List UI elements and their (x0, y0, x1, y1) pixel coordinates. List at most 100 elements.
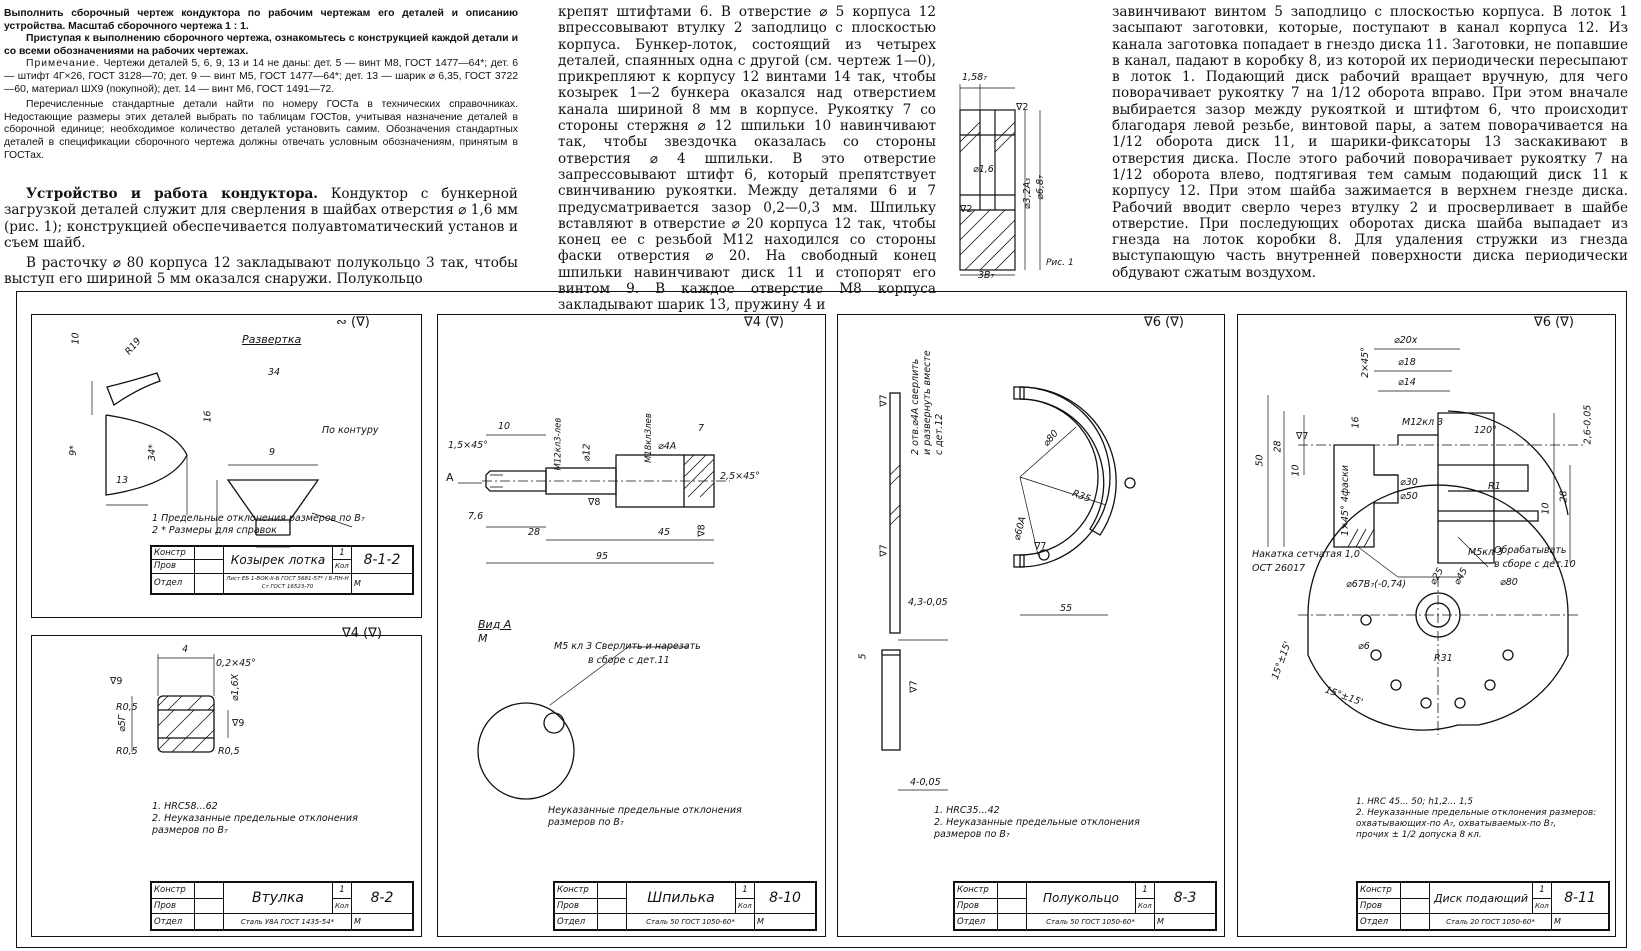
dim-r1: R1 (1488, 481, 1501, 492)
title-block-8-11: Констр Диск подающий 1 8-11 Пров Кол Отдел Ст… (1356, 881, 1610, 931)
dim-95: 95 (596, 551, 609, 562)
column-1-main: Устройство и работа кондуктора. Кондукто… (4, 186, 518, 287)
dim-d18: ⌀18 (1398, 357, 1416, 368)
tb-konstr: Констр (151, 882, 195, 899)
tb-name: Втулка (223, 881, 333, 915)
figure-1: 1,58₇ ⌀1,6 ⌀3,2A₃ ⌀6,8₇ 3B₇ ∇2 ∇2 Рис. 1 (940, 70, 1080, 285)
obrab-1: Обрабатывать (1494, 545, 1567, 556)
tb-material: Сталь 50 ГОСТ 1050-60* (1026, 913, 1155, 930)
rough-7d: ∇7 (1034, 541, 1047, 552)
tb-kol: Кол (1135, 897, 1155, 915)
dim-9: 9* (67, 445, 79, 456)
intro-text: Выполнить сборочный чертеж кондуктора по… (4, 8, 518, 32)
tb-code: 8-1-2 (351, 546, 413, 574)
column-1-small: Выполнить сборочный чертеж кондуктора по… (4, 8, 518, 162)
dim-r31: R31 (1434, 653, 1453, 664)
view-arrow-a: A (446, 471, 454, 484)
tb-material: Сталь У8А ГОСТ 1435-54* (223, 913, 352, 930)
dim-d12: ⌀12 (581, 443, 593, 462)
dim-9-bottom: 9 (269, 447, 276, 458)
fig1-dim-bottom: 3B₇ (978, 270, 995, 281)
sheet-8-10: ∇4 (∇) 10 1,5×45° М12кл3-лев ⌀12 М18кл3л… (437, 314, 826, 937)
dim-d50: ⌀50 (1400, 491, 1418, 502)
dim-55: 55 (1060, 603, 1073, 614)
dim-d5: ⌀5Г (117, 714, 129, 733)
note-1: 1 Предельные отклонения размеров по B₇ (152, 513, 365, 524)
tb-kol: Кол (332, 559, 352, 574)
title-block-8-10: Констр Шпилька 1 8-10 Пров Кол Отдел Сталь 50… (553, 881, 817, 931)
dim-d80: ⌀80 (1500, 577, 1518, 588)
tb-prov: Пров (554, 897, 598, 915)
dim-holes-3: с дет.12 (934, 413, 945, 455)
dim-r05-1: R0,5 (116, 702, 138, 713)
fig1-dim-hole: ⌀1,6 (973, 164, 994, 175)
dim-45: 45 (658, 527, 671, 538)
dim-chamfer: 0,2×45° (216, 658, 256, 669)
dim-m18: М18кл3лев (643, 413, 654, 463)
tb-name: Диск подающий (1429, 881, 1533, 915)
tb-m: М (754, 913, 816, 930)
tb-material: Лист ЕБ 1-ВОК-II-Б ГОСТ 5681-57* / Б-ПН-… (223, 572, 352, 594)
title-block-8-1-2: Констр Козырек лотка 1 8-1-2 Пров Кол Отдел Л… (150, 545, 414, 595)
dim-7-6: 7,6 (468, 511, 484, 522)
note-1: 1. HRC35...42 (934, 805, 1000, 816)
rough-7a: ∇7 (878, 394, 890, 407)
rough-8a: ∇8 (696, 524, 708, 537)
dim-4-3: 4,3-0,05 (908, 597, 948, 608)
dim-28b: 28 (1558, 490, 1570, 503)
dim-m12: М12кл 3 (1402, 417, 1444, 428)
po-konturu: По контуру (322, 425, 379, 436)
dim-d67: ⌀67B₇(-0,74) (1346, 579, 1407, 590)
rough-8b: ∇8 (588, 497, 601, 508)
tb-material: Сталь 20 ГОСТ 1050-60* (1429, 913, 1552, 930)
fig1-dim-d32: ⌀3,2A₃ (1022, 177, 1034, 210)
dim-7: 7 (698, 423, 705, 434)
vid-a-m: М (478, 632, 488, 645)
dim-120: 120° (1474, 425, 1497, 436)
dim-d4a: ⌀4A (658, 441, 677, 452)
sheet-8-3: ∇6 (∇) 2 отв.⌀4A сверлить и развернуть в… (837, 314, 1225, 937)
sheet-8-2-rough: ∇4 (∇) (342, 626, 382, 641)
tb-otdel: Отдел (1357, 913, 1401, 930)
column-2: крепят штифтами 6. В отверстие ⌀ 5 корпу… (558, 4, 936, 314)
tb-name: Полукольцо (1026, 881, 1136, 915)
sheet-8-2: ∇4 (∇) 4 0,2×45° ∇9 ⌀5Г ⌀1,6X R0,5 R0,5 … (31, 626, 422, 937)
rough-7: ∇7 (1296, 431, 1309, 442)
note-3: размеров по B₇ (934, 829, 1010, 840)
tb-konstr: Констр (554, 882, 598, 899)
dim-34-top: 34 (268, 367, 281, 378)
obrab-2: в сборе с дет.10 (1494, 559, 1576, 570)
note-4: прочих ± 1/2 допуска 8 кл. (1356, 830, 1482, 840)
note-1: 1. HRC 45... 50; h1,2... 1,5 (1356, 797, 1473, 807)
sheet-8-1-2-drawing (91, 372, 353, 548)
title-block-8-3: Констр Полукольцо 1 8-3 Пров Кол Отдел Сталь … (953, 881, 1217, 931)
razvertka-label: Развертка (242, 333, 302, 346)
tb-kol: Кол (332, 897, 352, 915)
callout-2: в сборе с дет.11 (588, 655, 670, 666)
dim-50: 50 (1254, 454, 1266, 467)
tb-m: М (1154, 913, 1216, 930)
tb-material: Сталь 50 ГОСТ 1050-60* (626, 913, 755, 930)
note-1: Неуказанные предельные отклонения (548, 805, 742, 816)
dim-28: 28 (528, 527, 541, 538)
tb-kol: Кол (735, 897, 755, 915)
fig1-dim-top: 1,58₇ (962, 72, 987, 83)
dim-13: 13 (116, 475, 129, 486)
sheet-8-3-drawing (881, 386, 1136, 791)
tb-prov: Пров (151, 897, 195, 915)
sheet-8-10-rough: ∇4 (∇) (744, 315, 784, 330)
dim-28: 28 (1272, 440, 1284, 453)
dim-4: 4 (182, 644, 189, 655)
dim-rough-9: ∇9 (110, 676, 123, 687)
dim-16: 16 (1350, 416, 1362, 429)
dim-10b: 10 (1540, 502, 1552, 515)
tb-konstr: Констр (1357, 882, 1401, 899)
dim-d20x: ⌀20x (1394, 335, 1418, 346)
tb-kol: Кол (1532, 897, 1552, 915)
fig1-caption: Рис. 1 (1046, 258, 1074, 268)
tb-code: 8-11 (1551, 881, 1609, 915)
sheet-8-3-rough: ∇6 (∇) (1144, 315, 1184, 330)
column-2-text: крепят штифтами 6. В отверстие ⌀ 5 корпу… (558, 4, 936, 314)
dim-34: 34* (146, 444, 158, 461)
title-block-8-2: Констр Втулка 1 8-2 Пров Кол Отдел Сталь У8А … (150, 881, 414, 931)
